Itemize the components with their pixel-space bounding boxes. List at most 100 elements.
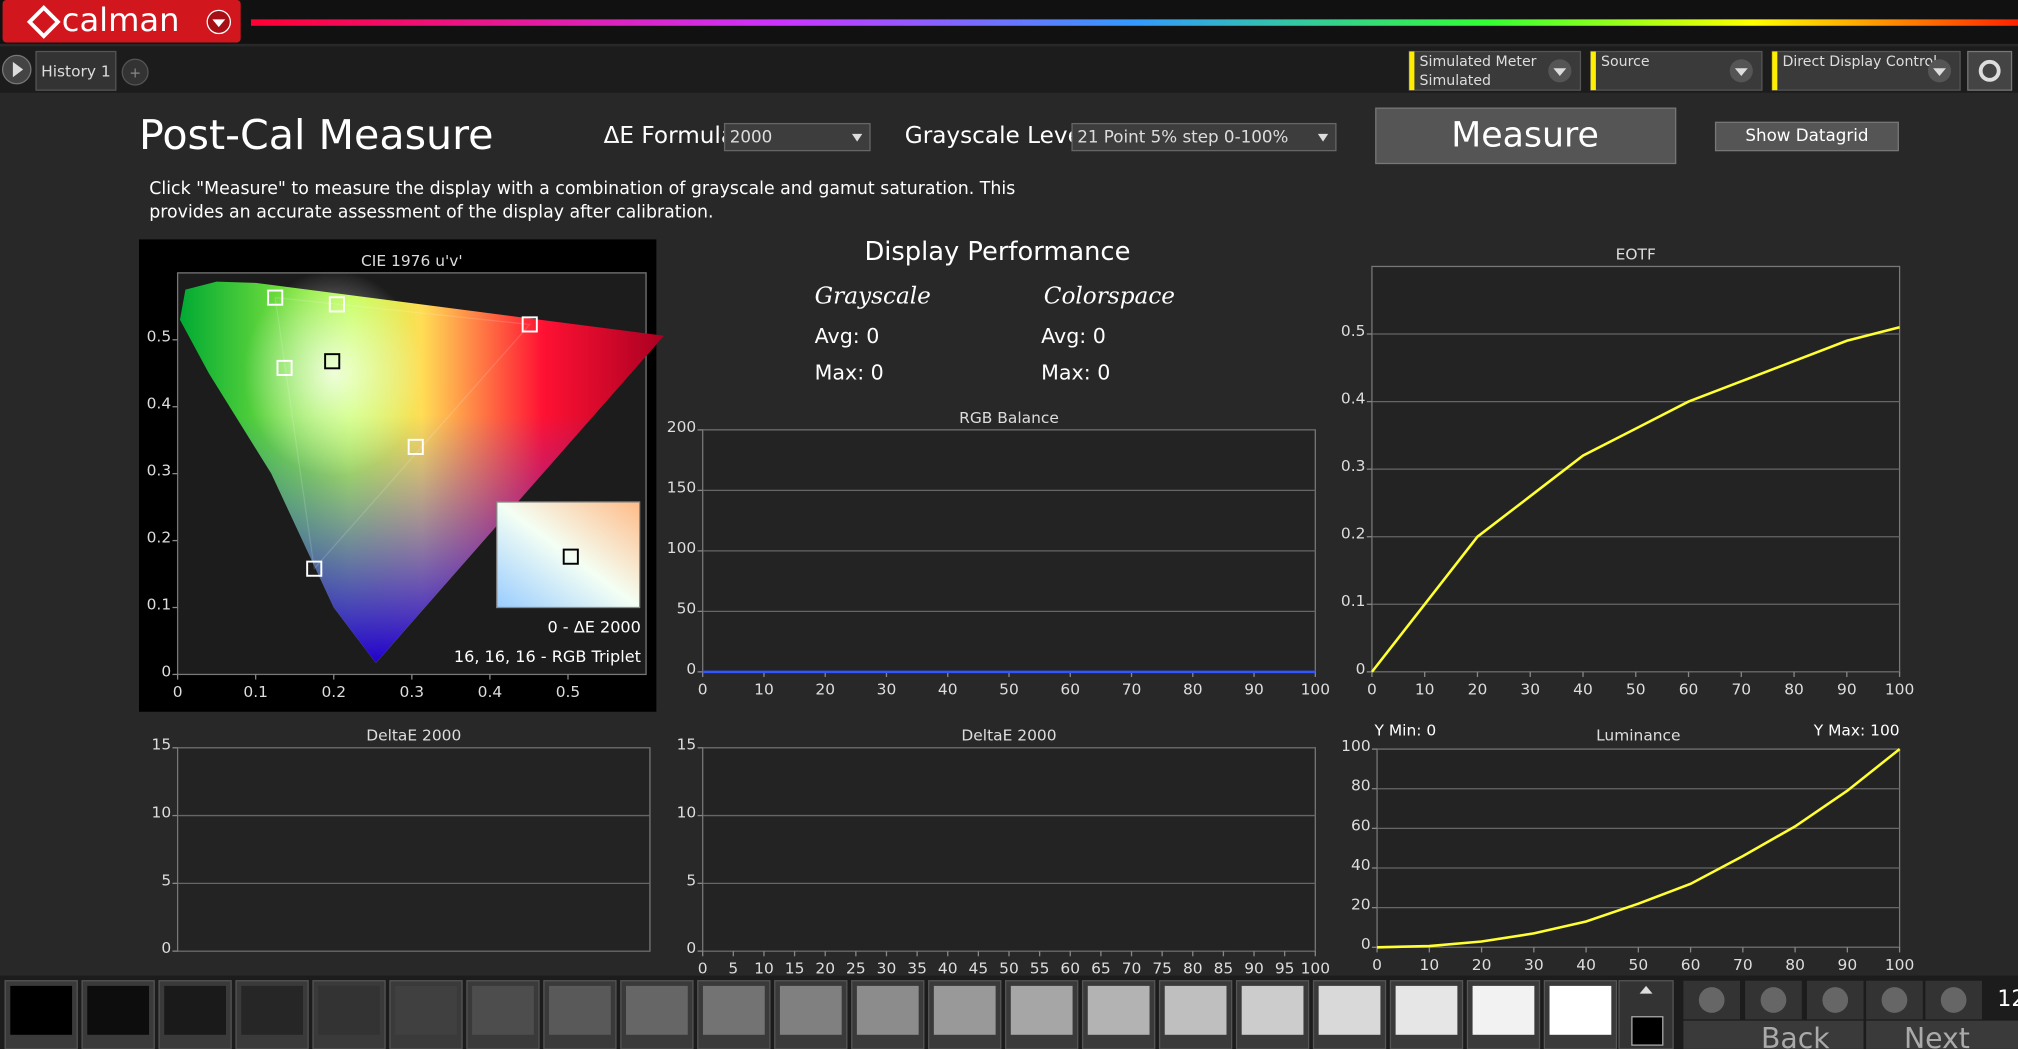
formula-value: 2000: [730, 126, 773, 146]
x-tick-label: 5: [728, 960, 738, 978]
settings-button[interactable]: [1967, 50, 2013, 91]
x-tick-label: 20: [815, 960, 835, 978]
x-tick-label: 35: [907, 960, 927, 978]
x-tick-label: 40: [1573, 680, 1593, 698]
y-tick-label: 150: [667, 478, 696, 496]
swatch: [1010, 985, 1073, 1035]
rainbow-strip: [250, 19, 2018, 26]
next-label: Next: [1904, 1022, 1970, 1049]
x-tick-label: 20: [815, 680, 835, 698]
swatch: [625, 985, 688, 1035]
toolbar-subtitle: Simulated: [1420, 73, 1491, 89]
y-tick-label: 80: [1351, 777, 1371, 795]
y-tick-label: 0.1: [147, 595, 172, 613]
swatch: [1549, 985, 1612, 1035]
performance-title: Display Performance: [864, 237, 1130, 267]
logo-box[interactable]: [2, 0, 241, 43]
y-tick-label: 200: [667, 418, 696, 436]
grayscale-avg: Avg: 0: [815, 324, 880, 348]
formula-dropdown[interactable]: [723, 122, 871, 152]
annotation: Y Min: 0: [1374, 722, 1437, 740]
swatch: [472, 985, 534, 1035]
x-tick-label: 70: [1731, 680, 1751, 698]
x-tick-label: 80: [1183, 680, 1203, 698]
x-tick-label: 80: [1785, 956, 1805, 974]
levels-dropdown[interactable]: [1071, 122, 1337, 152]
datagrid-label: Show Datagrid: [1745, 125, 1868, 145]
swatch: [856, 985, 919, 1035]
icon: [1639, 985, 1653, 994]
x-tick-label: 80: [1183, 960, 1203, 978]
x-tick-label: 45: [969, 960, 989, 978]
x-tick-label: 30: [1520, 680, 1540, 698]
x-tick-label: 10: [754, 680, 774, 698]
y-tick-label: 20: [1351, 896, 1371, 914]
x-tick-label: 25: [846, 960, 866, 978]
chart-title: DeltaE 2000: [366, 727, 461, 745]
add-tab[interactable]: [121, 58, 149, 86]
x-tick-label: 60: [1681, 956, 1701, 974]
annotation: 0 - ΔE 2000: [547, 618, 640, 637]
x-tick-label: 85: [1214, 960, 1234, 978]
measure-button[interactable]: [1375, 107, 1677, 165]
levels-value: 21 Point 5% step 0-100%: [1077, 126, 1288, 146]
x-tick-label: 90: [1838, 956, 1858, 974]
x-tick-label: 70: [1122, 960, 1142, 978]
x-tick-label: 0.3: [400, 683, 425, 701]
icon: [1317, 133, 1329, 142]
target-point: [267, 289, 284, 306]
annotation: 16, 16, 16 - RGB Triplet: [454, 647, 641, 666]
x-tick-label: 0.5: [556, 683, 581, 701]
transport: [1683, 980, 1982, 1020]
icon: [1760, 987, 1787, 1013]
x-tick-label: 40: [938, 960, 958, 978]
swatch: [241, 985, 303, 1035]
swatch: [1164, 985, 1227, 1035]
target-point: [328, 296, 345, 313]
gamut-white: [243, 270, 424, 477]
x-tick-label: 40: [1576, 956, 1596, 974]
x-tick-label: 100: [1885, 680, 1914, 698]
back-button[interactable]: [1683, 1020, 1864, 1049]
y-tick-label: 0: [161, 939, 171, 957]
y-tick-label: 0: [161, 662, 171, 680]
x-tick-label: 0: [698, 680, 708, 698]
y-tick-label: 60: [1351, 816, 1371, 834]
swatch: [1318, 985, 1381, 1035]
back-label: Back: [1761, 1022, 1830, 1049]
target-point: [521, 316, 538, 333]
x-tick-label: 100: [1301, 680, 1330, 698]
annotation: Y Max: 100: [1813, 722, 1900, 740]
x-tick-label: 0: [173, 683, 183, 701]
white-point: [324, 353, 341, 370]
tab[interactable]: [35, 50, 117, 91]
icon: [1822, 987, 1849, 1013]
next-button[interactable]: [1866, 1020, 2018, 1049]
logo-icon: [26, 5, 61, 39]
x-tick-label: 0.1: [243, 683, 268, 701]
swatch: [702, 985, 765, 1035]
icon: [1978, 59, 2001, 82]
chart-title: Luminance: [1596, 727, 1680, 745]
x-tick-label: 20: [1468, 680, 1488, 698]
grayscale-max: Max: 0: [815, 360, 884, 384]
page-number: 12: [1997, 987, 2018, 1012]
stop-icon: [1631, 1016, 1664, 1046]
chart-title: EOTF: [1616, 245, 1656, 263]
plot-area: [702, 747, 1316, 952]
x-tick-label: 95: [1275, 960, 1295, 978]
swatch: [164, 985, 226, 1035]
chart-title: DeltaE 2000: [961, 727, 1056, 745]
y-tick-label: 10: [677, 804, 697, 822]
y-tick-label: 15: [152, 736, 172, 754]
description: provides an accurate assessment of the d…: [149, 202, 713, 222]
x-tick-label: 70: [1733, 956, 1753, 974]
x-tick-label: 60: [1679, 680, 1699, 698]
y-tick-label: 100: [667, 539, 696, 557]
datagrid-button[interactable]: [1714, 121, 1899, 152]
colorspace-max: Max: 0: [1041, 360, 1110, 384]
y-tick-label: 5: [686, 871, 696, 889]
icon: [212, 19, 226, 28]
x-tick-label: 50: [999, 960, 1019, 978]
